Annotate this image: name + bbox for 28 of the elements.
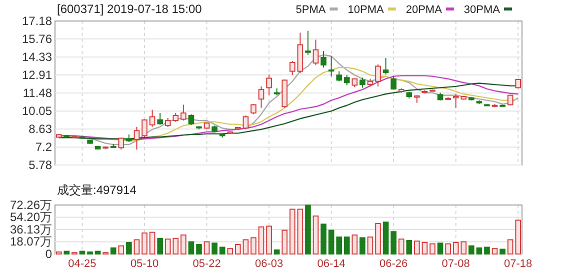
y-tick-label: 18.07万: [10, 234, 52, 249]
y-tick-label: 0: [45, 247, 52, 261]
legend-label: 5PMA: [296, 4, 326, 16]
x-tick-label: 06-14: [317, 258, 346, 270]
y-tick-label: 8.63: [28, 122, 52, 136]
y-tick-label: 12.91: [22, 68, 52, 82]
x-tick-label: 05-10: [130, 258, 159, 270]
y-tick-label: 11.48: [22, 86, 52, 100]
legend-label: 30PMA: [464, 4, 501, 16]
y-tick-label: 10.05: [22, 104, 52, 118]
x-tick-label: 04-25: [68, 258, 96, 270]
x-tick-label: 05-22: [192, 258, 221, 270]
y-tick-label: 5.78: [28, 158, 52, 172]
chart-title: 成交量:497914: [57, 183, 137, 197]
legend-label: 20PMA: [406, 4, 443, 16]
y-tick-label: 36.13万: [10, 222, 52, 236]
y-tick-label: 14.33: [22, 50, 52, 64]
y-tick-label: 17.18: [22, 14, 52, 28]
x-tick-label: 06-03: [254, 258, 284, 270]
x-tick-label: 07-08: [442, 258, 470, 270]
x-tick-label: 06-26: [380, 258, 408, 270]
chart-title: [600371] 2019-07-18 15:00: [57, 2, 202, 16]
y-tick-label: 72.26万: [10, 198, 52, 212]
y-tick-label: 54.20万: [10, 210, 52, 224]
y-tick-label: 7.2: [35, 140, 52, 154]
legend-label: 10PMA: [348, 4, 384, 16]
x-tick-label: 07-18: [504, 258, 532, 270]
y-tick-label: 15.76: [22, 32, 52, 46]
